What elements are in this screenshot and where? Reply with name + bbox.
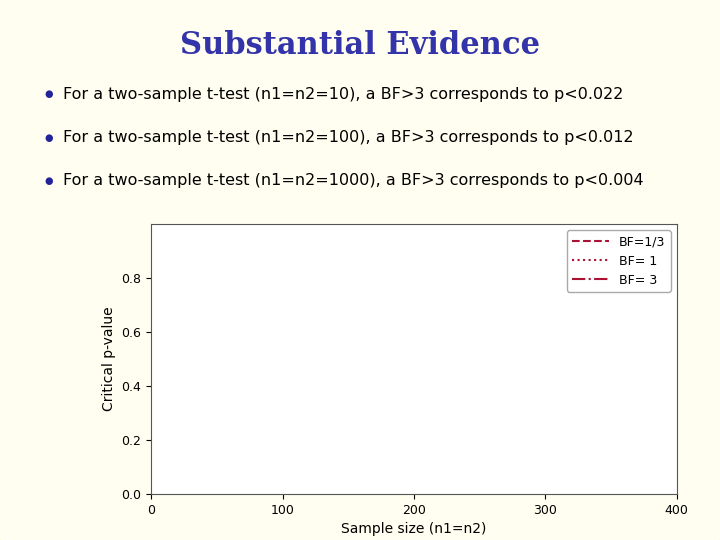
X-axis label: Sample size (n1=n2): Sample size (n1=n2)	[341, 522, 487, 536]
Text: For a two-sample t-test (n1=n2=10), a BF>3 corresponds to p<0.022: For a two-sample t-test (n1=n2=10), a BF…	[63, 87, 624, 102]
Text: For a two-sample t-test (n1=n2=100), a BF>3 corresponds to p<0.012: For a two-sample t-test (n1=n2=100), a B…	[63, 130, 634, 145]
Legend: BF=1/3, BF= 1, BF= 3: BF=1/3, BF= 1, BF= 3	[567, 231, 670, 292]
Text: Substantial Evidence: Substantial Evidence	[180, 30, 540, 60]
Text: For a two-sample t-test (n1=n2=1000), a BF>3 corresponds to p<0.004: For a two-sample t-test (n1=n2=1000), a …	[63, 173, 644, 188]
Y-axis label: Critical p-value: Critical p-value	[102, 307, 116, 411]
Text: ●: ●	[45, 90, 53, 99]
Text: ●: ●	[45, 176, 53, 186]
Text: ●: ●	[45, 133, 53, 143]
